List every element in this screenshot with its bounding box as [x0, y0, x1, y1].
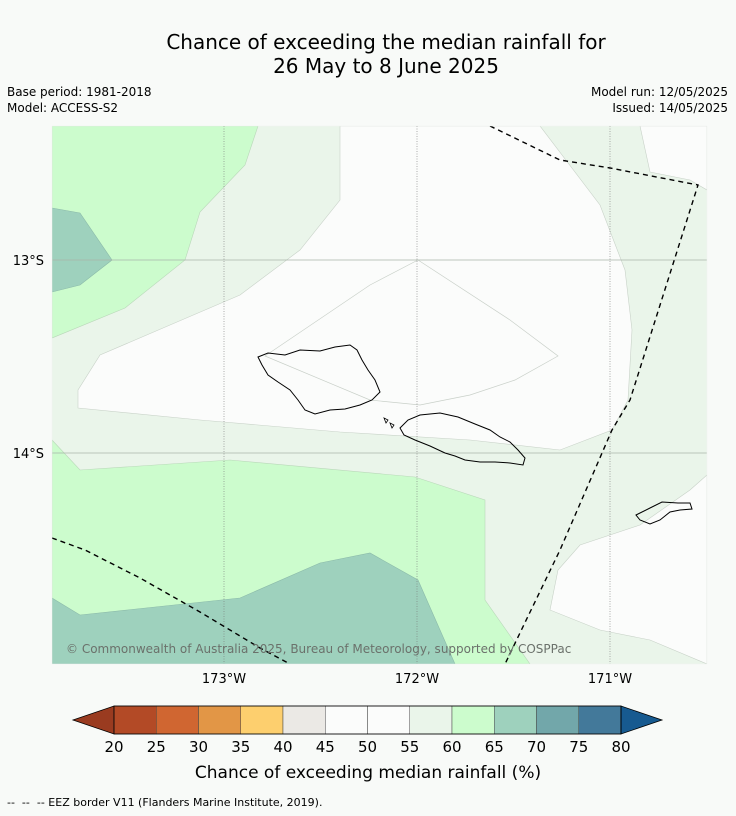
colorbar-tick-label: 80: [611, 738, 630, 756]
colorbar-tick-label: 30: [189, 738, 208, 756]
colorbar-low-arrow: [71, 705, 115, 735]
model-run: Model run: 12/05/2025: [590, 85, 728, 99]
islet-manono: [383, 417, 389, 424]
map-panel: © Commonwealth of Australia 2025, Bureau…: [52, 126, 707, 664]
meta-right: Model run: 12/05/2025 Issued: 14/05/2025: [591, 84, 728, 116]
eez-legend-footer: -- -- -- EEZ border V11 (Flanders Marine…: [7, 796, 323, 809]
zone-65-west: [52, 207, 113, 293]
colorbar-title: Chance of exceeding median rainfall (%): [195, 763, 541, 783]
colorbar-tick-label: 55: [400, 738, 419, 756]
zone-65-south: [52, 552, 456, 664]
colorbar-tick-label: 20: [104, 738, 123, 756]
colorbar-segment-6: [367, 705, 410, 735]
colorbar: 20 25 30 35 40 45 50 55 60 65 70 75 80 Chance of exc…: [71, 705, 664, 783]
zone-50-southeast: [549, 474, 707, 664]
colorbar-tick-label: 50: [358, 738, 377, 756]
eez-border-east: [489, 126, 699, 664]
colorbar-segment-0: [113, 705, 157, 735]
colorbar-tick-label: 65: [485, 738, 504, 756]
colorbar-tick-label: 70: [527, 738, 546, 756]
colorbar-tick-label: 25: [147, 738, 166, 756]
colorbar-tick-label: 45: [316, 738, 335, 756]
colorbar-segment-10: [536, 705, 579, 735]
inner-contour: [264, 259, 559, 406]
colorbar-segment-9: [494, 705, 537, 735]
model-name: Model: ACCESS-S2: [7, 101, 119, 115]
base-period: Base period: 1981-2018: [7, 85, 152, 99]
colorbar-segments: [113, 705, 622, 735]
colorbar-segment-1: [156, 705, 199, 735]
eez-border-southwest: [52, 537, 291, 664]
colorbar-segment-11: [578, 705, 622, 735]
island-tutuila: [635, 501, 693, 525]
title-line-1: Chance of exceeding the median rainfall …: [166, 30, 606, 54]
lat-label-13s: 13°S: [13, 254, 44, 269]
colorbar-tick-label: 35: [231, 738, 250, 756]
colorbar-segment-3: [240, 705, 284, 735]
colorbar-segment-7: [409, 705, 453, 735]
colorbar-segment-4: [282, 705, 326, 735]
lon-label-171w: 171°W: [588, 672, 632, 687]
colorbar-segment-2: [198, 705, 241, 735]
colorbar-outline: [113, 705, 622, 735]
zone-50-central: [77, 126, 633, 451]
island-upolu: [399, 412, 526, 466]
map-frame: [51, 125, 708, 665]
colorbar-tick-label: 40: [273, 738, 292, 756]
issued-date: Issued: 14/05/2025: [612, 101, 728, 115]
islet-apolima: [389, 422, 395, 429]
lon-label-172w: 172°W: [395, 672, 439, 687]
colorbar-segment-8: [451, 705, 495, 735]
colorbar-segment-5: [325, 705, 368, 735]
colorbar-tick-label: 75: [569, 738, 588, 756]
island-savaii: [257, 344, 381, 415]
meta-left: Base period: 1981-2018 Model: ACCESS-S2: [7, 84, 152, 116]
lon-label-173w: 173°W: [202, 672, 246, 687]
colorbar-high-arrow: [620, 705, 664, 735]
copyright-notice: © Commonwealth of Australia 2025, Bureau…: [66, 642, 571, 656]
title-line-2: 26 May to 8 June 2025: [273, 54, 499, 78]
lat-label-14s: 14°S: [13, 447, 44, 462]
colorbar-tick-label: 60: [442, 738, 461, 756]
map-title: Chance of exceeding the median rainfall …: [0, 30, 736, 78]
colorbar-ticks: 20 25 30 35 40 45 50 55 60 65 70 75 80: [104, 738, 630, 756]
zone-60-northwest: [52, 126, 259, 339]
